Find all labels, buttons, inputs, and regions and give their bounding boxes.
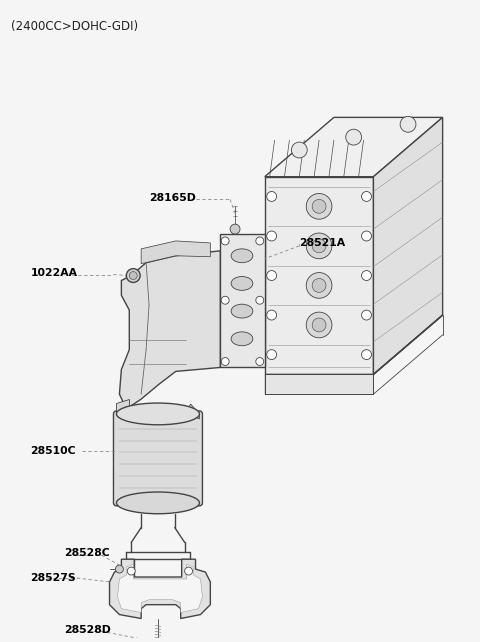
Polygon shape (220, 234, 264, 367)
Circle shape (400, 116, 416, 132)
Ellipse shape (231, 304, 253, 318)
Text: 1022AA: 1022AA (30, 268, 77, 277)
Circle shape (221, 358, 229, 365)
Circle shape (312, 279, 326, 292)
Circle shape (256, 297, 264, 304)
Circle shape (291, 142, 307, 158)
Polygon shape (109, 559, 210, 618)
Circle shape (312, 200, 326, 213)
Text: 28521A: 28521A (300, 238, 346, 248)
Polygon shape (117, 399, 129, 414)
Ellipse shape (231, 277, 253, 290)
Text: 28527S: 28527S (30, 573, 76, 583)
Text: 28165D: 28165D (149, 193, 196, 204)
Circle shape (306, 273, 332, 299)
Polygon shape (373, 117, 443, 374)
Circle shape (221, 237, 229, 245)
Circle shape (346, 129, 361, 145)
Circle shape (306, 233, 332, 259)
Text: 28510C: 28510C (30, 446, 76, 456)
Circle shape (256, 237, 264, 245)
Polygon shape (120, 251, 220, 409)
Ellipse shape (231, 332, 253, 345)
FancyBboxPatch shape (113, 411, 203, 506)
Text: (2400CC>DOHC-GDI): (2400CC>DOHC-GDI) (11, 19, 138, 33)
Circle shape (126, 268, 140, 282)
Circle shape (230, 224, 240, 234)
Polygon shape (264, 177, 373, 374)
Circle shape (312, 239, 326, 253)
Circle shape (116, 565, 123, 573)
Circle shape (361, 270, 372, 281)
Circle shape (267, 270, 276, 281)
Circle shape (361, 310, 372, 320)
Circle shape (221, 297, 229, 304)
Ellipse shape (117, 492, 200, 514)
Text: 28528C: 28528C (64, 548, 110, 559)
Ellipse shape (117, 403, 200, 425)
Circle shape (361, 191, 372, 202)
Circle shape (267, 350, 276, 360)
Circle shape (267, 310, 276, 320)
Ellipse shape (231, 249, 253, 263)
Circle shape (361, 231, 372, 241)
Circle shape (185, 567, 192, 575)
Circle shape (306, 193, 332, 219)
Circle shape (256, 358, 264, 365)
Polygon shape (264, 374, 373, 394)
Polygon shape (186, 404, 200, 419)
Circle shape (312, 318, 326, 332)
Circle shape (129, 272, 137, 279)
Circle shape (153, 639, 163, 642)
Circle shape (267, 191, 276, 202)
Text: 28528D: 28528D (64, 625, 111, 636)
Circle shape (306, 312, 332, 338)
Circle shape (267, 231, 276, 241)
Circle shape (361, 350, 372, 360)
Polygon shape (141, 241, 210, 264)
Polygon shape (118, 564, 203, 612)
Polygon shape (264, 117, 443, 177)
Circle shape (127, 567, 135, 575)
